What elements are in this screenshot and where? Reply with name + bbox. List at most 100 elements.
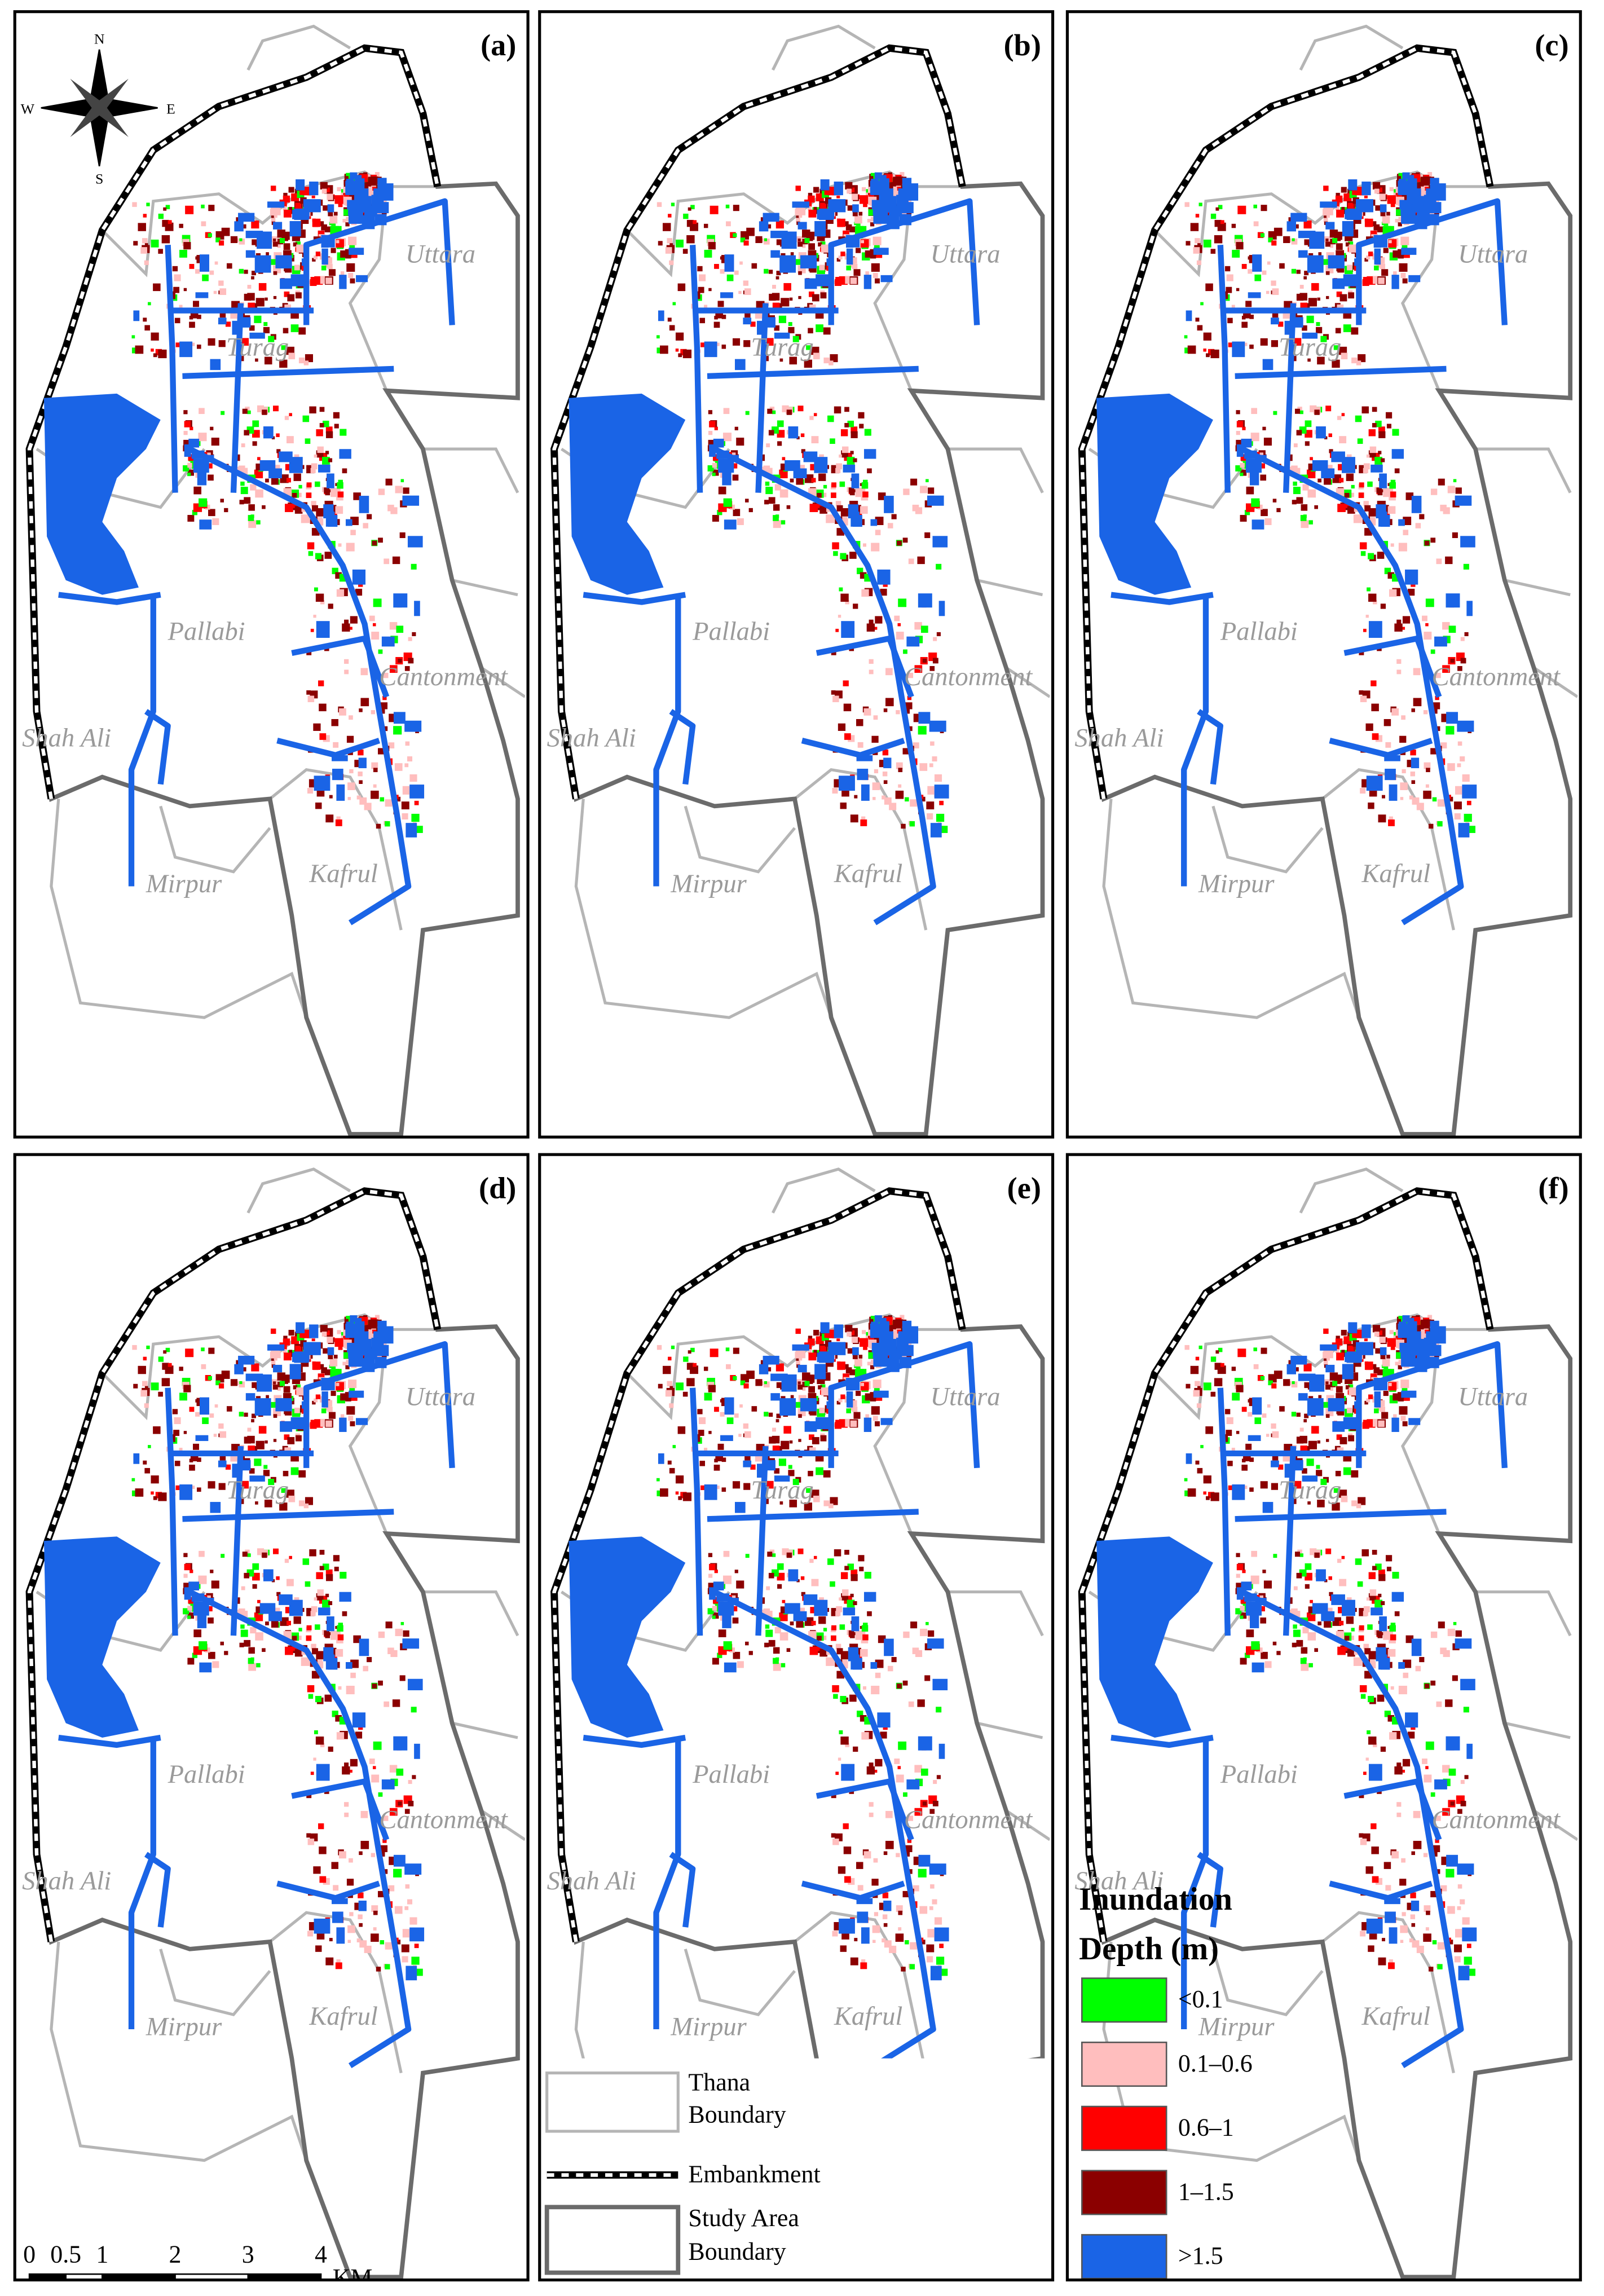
panel-frame [1065,1153,1582,2282]
scale-tick-label: 4 [315,2241,327,2268]
place-label: Kafrul [309,2002,378,2031]
place-label: Kafrul [1361,860,1431,888]
place-label: Mirpur [670,2012,747,2041]
thana-swatch [545,2071,680,2133]
place-label: Pallabi [168,618,245,646]
legend-study: Study Area [688,2204,799,2232]
place-label: Uttara [1458,1383,1528,1412]
legend-swatch [1081,2041,1167,2087]
base-map [554,27,1050,1134]
legend-label: <0.1 [1178,1985,1223,2013]
legend-label: 0.1–0.6 [1178,2050,1253,2077]
scale-tick-label: 2 [169,2241,182,2268]
place-label: Uttara [406,1383,475,1412]
scale-tick-label: 0.5 [50,2241,81,2268]
place-label: Shah Ali [1074,1867,1164,1896]
place-label: Pallabi [168,1760,245,1789]
place-label: Uttara [930,1383,1000,1412]
place-label: Cantonment [1432,663,1561,691]
panel-frame [538,1153,1055,2282]
legend-embankment: Embankment [688,2160,820,2188]
scale-tick-label: 3 [242,2241,254,2268]
base-map [1082,27,1577,1134]
place-label: Kafrul [309,860,378,888]
place-label: Shah Ali [1074,724,1164,752]
place-label: Shah Ali [22,1867,111,1896]
place-label: Turag [226,1476,289,1505]
legend-label: >1.5 [1178,2242,1223,2269]
compass: N S E W [21,31,175,187]
place-label: Mirpur [1198,2012,1275,2041]
place-label: Cantonment [1432,1805,1561,1834]
place-label: Uttara [1458,240,1528,268]
map-panel: Uttara Turag Pallabi Cantonment Shah Ali Mirp… [547,27,1050,1134]
place-label: Turag [1279,1476,1341,1505]
place-label: Cantonment [904,1805,1033,1834]
panel-label: (e) [1007,1171,1041,1205]
place-label: Shah Ali [547,724,636,752]
panel-frame [538,10,1055,1139]
place-label: Cantonment [379,1805,508,1834]
legend-label: 1–1.5 [1178,2178,1234,2205]
place-label: Uttara [406,240,475,268]
place-label: Mirpur [146,870,222,898]
base-map [29,1169,525,2277]
legend-title: Inundation [1079,1881,1232,1917]
compass-e: E [166,101,175,117]
map-panel: Uttara Turag Pallabi Cantonment Shah Ali Mirp… [1074,27,1577,1134]
legend-thana: Boundary [688,2100,786,2128]
compass-s: S [95,171,103,187]
white-box [539,2058,1053,2280]
panel-frame [13,10,530,1139]
legend-swatch [1081,2234,1167,2280]
map-panel: Uttara Turag Pallabi Cantonment Shah Ali Mirp… [22,1169,525,2291]
place-label: Mirpur [146,2012,222,2041]
map-panel: Uttara Turag Pallabi Cantonment Shah Ali Mirp… [539,1169,1053,2280]
panel-label: (a) [481,28,516,62]
legend-label: 0.6–1 [1178,2114,1234,2141]
place-label: Shah Ali [22,724,111,752]
scale-unit: KM [333,2264,373,2291]
place-label: Kafrul [834,2002,902,2031]
place-label: Shah Ali [547,1867,636,1896]
study-swatch [544,2205,681,2275]
scale-tick-label: 1 [96,2241,108,2268]
compass-w: W [21,101,35,117]
map-panel: Uttara Turag Pallabi Cantonment Shah Ali Mirp… [1074,1169,1577,2279]
base-map [29,27,525,1134]
place-label: Turag [751,333,814,362]
legend-swatch [1081,1977,1167,2023]
place-label: Mirpur [670,870,747,898]
legend-swatch [1081,2105,1167,2151]
place-label: Turag [226,333,289,362]
place-label: Cantonment [904,663,1033,691]
scale-segment [247,2273,322,2280]
panel-label: (f) [1538,1171,1568,1205]
legend-study: Boundary [688,2237,786,2265]
panel-label: (d) [479,1171,516,1205]
place-label: Kafrul [834,860,902,888]
compass-star [98,49,158,166]
legend-swatch [1081,2170,1167,2215]
place-label: Turag [751,1476,814,1505]
legend-thana: Thana [688,2069,750,2096]
place-label: Kafrul [1361,2002,1431,2031]
compass-n: N [94,31,105,47]
compass-star [70,78,129,137]
place-label: Mirpur [1198,870,1275,898]
place-label: Cantonment [379,663,508,691]
map-panel: Uttara Turag Pallabi Cantonment Shah Ali Mirp… [21,27,525,1134]
place-label: Pallabi [692,1760,770,1789]
place-label: Pallabi [692,618,770,646]
panel-frame [13,1153,530,2282]
panel-label: (c) [1535,28,1568,62]
place-label: Turag [1279,333,1341,362]
panel-frame [1065,10,1582,1139]
legend-title: Depth (m) [1079,1931,1219,1967]
place-label: Uttara [930,240,1000,268]
panel-label: (b) [1004,28,1041,62]
place-label: Pallabi [1220,1760,1298,1789]
place-label: Pallabi [1220,618,1298,646]
scale-tick-label: 0 [23,2241,36,2268]
